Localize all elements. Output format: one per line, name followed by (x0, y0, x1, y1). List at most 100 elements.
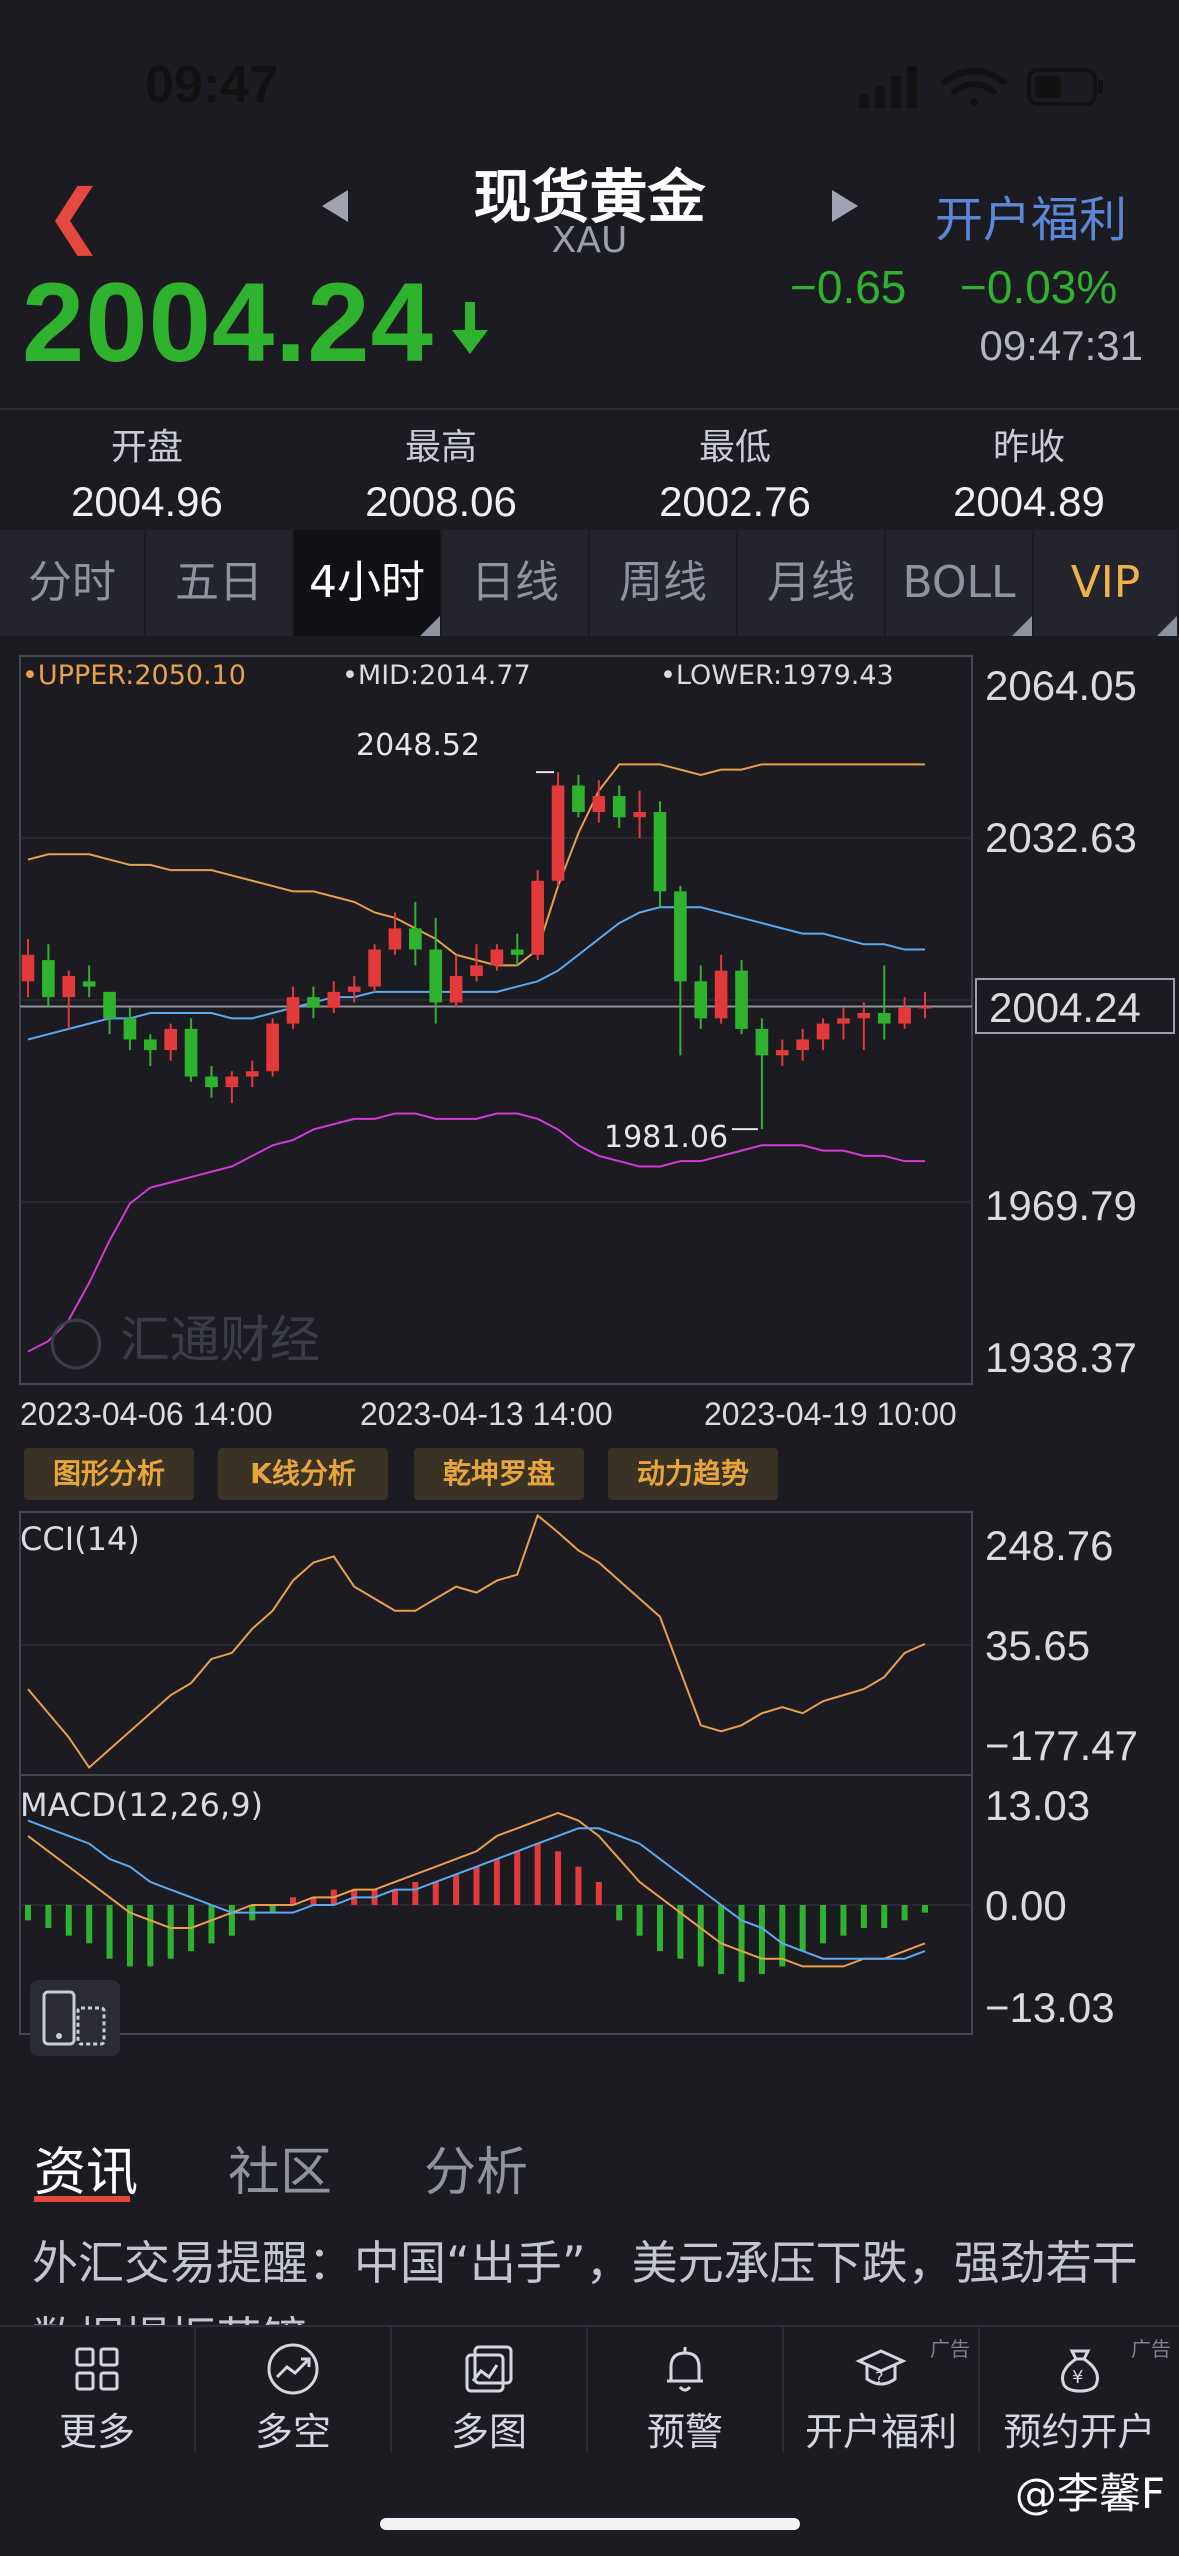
cci-y-tick: −177.47 (985, 1722, 1138, 1769)
signal-icon (859, 66, 917, 108)
momentum-button[interactable]: 动力趋势 (608, 1448, 778, 1500)
compass-button[interactable]: 乾坤罗盘 (414, 1448, 584, 1500)
header: ❮ 现货黄金 XAU 开户福利 (0, 140, 1179, 270)
pattern-analysis-button[interactable]: 图形分析 (24, 1448, 194, 1500)
candle-body (327, 991, 341, 1008)
candle-body (633, 811, 646, 818)
candle-body (123, 1018, 137, 1040)
macd-bar (555, 1851, 562, 1905)
nav-more[interactable]: 更多 (0, 2327, 196, 2454)
candle-body (592, 796, 606, 812)
tab-news[interactable]: 资讯 (34, 2143, 139, 2203)
boll-upper-label: •UPPER:2050.10 (22, 660, 246, 691)
down-arrow-icon (452, 302, 488, 354)
wifi-icon (941, 68, 1007, 106)
nav-multichart[interactable]: 多图 (392, 2327, 588, 2454)
macd-bar (147, 1905, 154, 1967)
tab-five-day[interactable]: 五日 (146, 530, 294, 636)
tab-vip[interactable]: VIP (1034, 530, 1179, 636)
candle-body (551, 785, 565, 881)
boll-upper-line (27, 763, 925, 967)
candle-body (245, 1071, 259, 1077)
back-icon[interactable]: ❮ (45, 174, 104, 256)
candle-body (205, 1076, 218, 1088)
rotate-screen-icon[interactable] (30, 1980, 120, 2056)
candle-body (21, 954, 35, 982)
candle-body (82, 981, 96, 987)
current-price: 2004.24 (22, 260, 434, 385)
next-instrument-icon[interactable] (832, 190, 858, 222)
candle-body (653, 811, 667, 892)
macd-bar (106, 1905, 113, 1959)
prev-instrument-icon[interactable] (322, 190, 348, 222)
grid-icon (75, 2347, 119, 2391)
multichart-icon (465, 2345, 513, 2393)
mid-label: •MID:2014.77 (342, 660, 531, 691)
nav-book-account[interactable]: 广告 ¥ 预约开户 (980, 2327, 1179, 2454)
tab-monthly[interactable]: 月线 (738, 530, 886, 636)
candle-body (918, 1006, 932, 1009)
candle-body (857, 1013, 871, 1019)
kline-analysis-button[interactable]: K线分析 (218, 1448, 388, 1500)
candle-body (184, 1028, 198, 1077)
candle-body (164, 1028, 178, 1051)
candle-body (368, 949, 381, 987)
nav-alert[interactable]: 预警 (588, 2327, 784, 2454)
macd-bar (208, 1905, 215, 1944)
tab-intraday[interactable]: 分时 (0, 530, 146, 636)
dropdown-corner-icon (420, 616, 440, 636)
chart-area[interactable] (0, 636, 1179, 2056)
macd-dif-line (27, 1811, 926, 1968)
macd-bar (514, 1851, 521, 1905)
boll-lower-line (27, 1112, 925, 1353)
candle-body (429, 949, 443, 1003)
macd-bar (473, 1866, 480, 1905)
quote-time: 09:47:31 (979, 322, 1144, 369)
active-tab-indicator (34, 2196, 130, 2202)
macd-bar (86, 1905, 93, 1944)
macd-bar (901, 1905, 908, 1921)
svg-text:¥: ¥ (1072, 2367, 1083, 2388)
tab-analysis[interactable]: 分析 (424, 2143, 529, 2203)
watermark-text: 汇通财经 (119, 1311, 320, 1369)
period-tabs: 分时 五日 4小时 日线 周线 月线 BOLL VIP (0, 530, 1179, 636)
macd-bar (656, 1905, 663, 1952)
macd-bar (412, 1881, 419, 1905)
y-tick: 1969.79 (985, 1182, 1137, 1229)
promo-link[interactable]: 开户福利 (935, 192, 1128, 248)
macd-bar (697, 1905, 704, 1967)
macd-bar (310, 1897, 317, 1905)
nav-label: 多空 (254, 2410, 331, 2454)
tab-boll[interactable]: BOLL (886, 530, 1034, 636)
candle-body (449, 975, 463, 1003)
tab-community[interactable]: 社区 (228, 2143, 333, 2203)
nav-account-benefit[interactable]: 广告 ? 开户福利 (784, 2327, 980, 2454)
macd-dea-line (27, 1819, 926, 1960)
macd-bar (758, 1905, 765, 1975)
status-time: 09:47 (145, 56, 278, 114)
nav-label: 开户福利 (804, 2410, 957, 2454)
tab-daily[interactable]: 日线 (442, 530, 590, 636)
boll-mid-line (27, 906, 925, 1041)
stat-value: 2002.76 (659, 478, 811, 525)
tab-4hour[interactable]: 4小时 (294, 530, 442, 636)
macd-bar (126, 1905, 133, 1967)
tab-label: BOLL (902, 557, 1016, 608)
x-tick: 2023-04-06 14:00 (20, 1396, 273, 1432)
ad-badge: 广告 (930, 2337, 970, 2361)
candle-body (694, 981, 708, 1019)
macd-bar (65, 1905, 72, 1936)
candle-body (62, 975, 76, 998)
indicator-frame (19, 1511, 973, 2035)
macd-bar (575, 1866, 582, 1905)
macd-y-tick: −13.03 (985, 1984, 1115, 2031)
price-change: −0.65 (790, 261, 907, 313)
nav-longshort[interactable]: 多空 (196, 2327, 392, 2454)
stat-value: 2004.89 (953, 478, 1105, 525)
candle-body (347, 986, 361, 992)
moneybag-icon: ¥ (1060, 2349, 1099, 2393)
nav-label: 更多 (58, 2410, 135, 2454)
macd-bar (922, 1905, 928, 1913)
tab-weekly[interactable]: 周线 (590, 530, 738, 636)
candle-body (877, 1013, 891, 1024)
